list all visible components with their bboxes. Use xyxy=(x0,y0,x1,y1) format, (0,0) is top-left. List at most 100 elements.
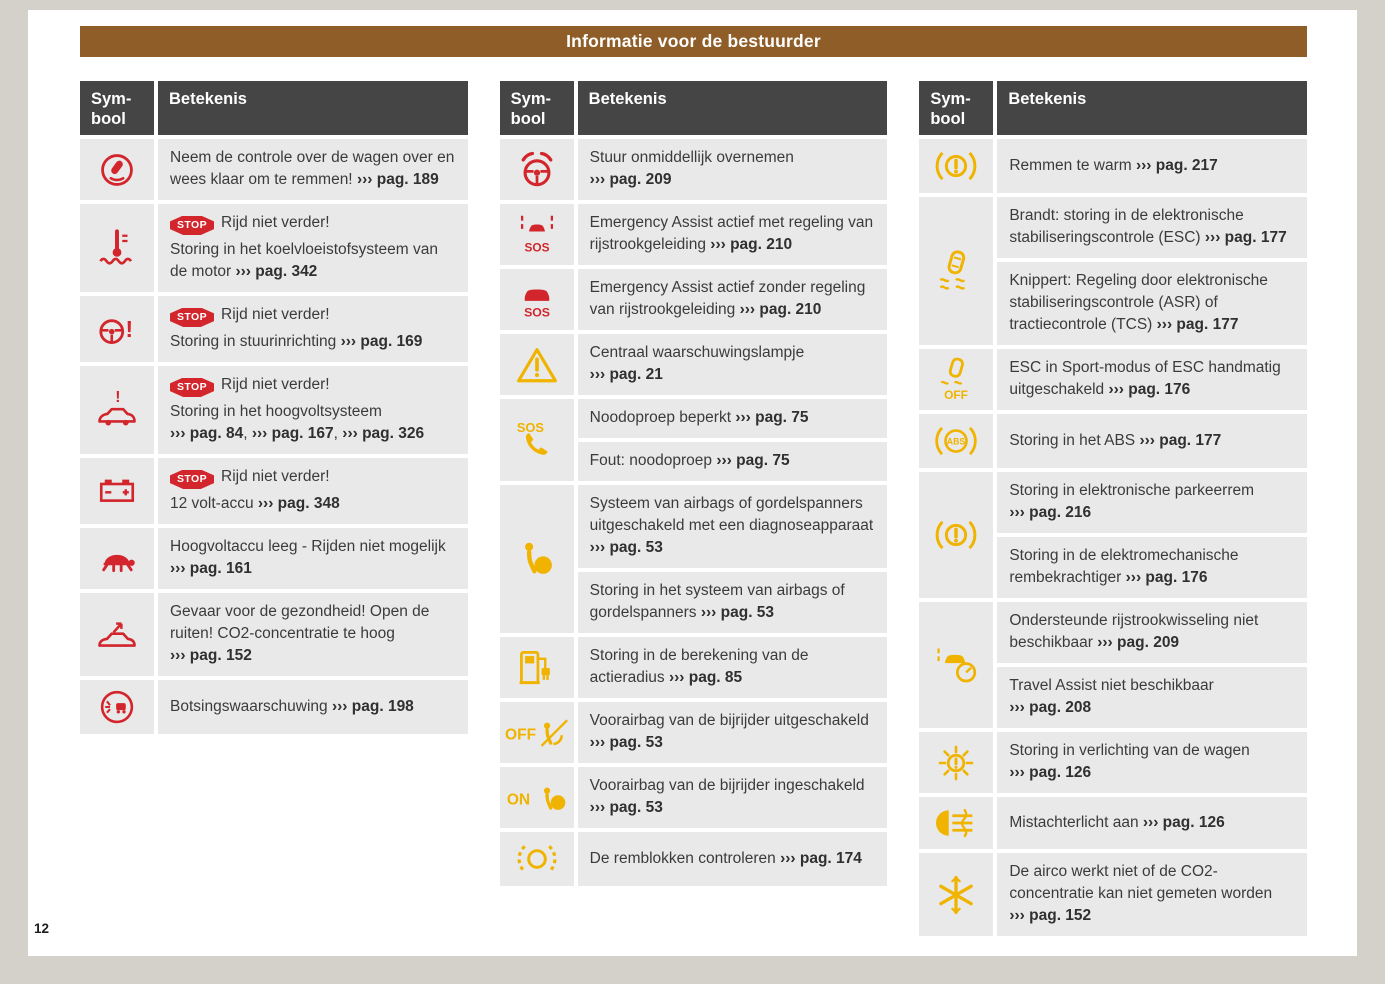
meaning-text: Storing in het hoogvoltsysteem xyxy=(170,403,382,420)
meaning-cell: Storing in elektronische parkeerrem ››› … xyxy=(997,472,1308,533)
meaning-cell: Stuur onmiddellijk overnemen ››› pag. 20… xyxy=(577,139,888,200)
page-reference[interactable]: ››› pag. 169 xyxy=(340,333,423,350)
meaning-text: Storing in elektronische parkeerrem xyxy=(1009,482,1255,499)
page-reference[interactable]: ››› pag. 209 xyxy=(1097,634,1180,651)
page-reference[interactable]: ››› pag. 176 xyxy=(1125,569,1208,586)
column-header-symbol: Sym-bool xyxy=(80,81,154,135)
symbol-row: Centraal waarschuwingslampje ››› pag. 21 xyxy=(499,334,888,395)
meaning-text: , xyxy=(333,425,343,442)
page-reference[interactable]: ››› pag. 348 xyxy=(257,495,340,512)
meaning-cells: Centraal waarschuwingslampje ››› pag. 21 xyxy=(577,334,888,395)
page-reference[interactable]: ››› pag. 208 xyxy=(1009,699,1092,716)
page-reference[interactable]: ››› pag. 75 xyxy=(735,409,809,426)
page-reference[interactable]: ››› pag. 189 xyxy=(356,171,439,188)
page-reference[interactable]: ››› pag. 198 xyxy=(331,697,414,715)
page-reference[interactable]: ››› pag. 53 xyxy=(589,799,663,816)
table-body-3: Remmen te warm ››› pag. 217 Brandt: stori… xyxy=(919,139,1308,936)
meaning-text: , xyxy=(243,425,252,442)
symbol-row: Systeem van airbags of gordelspanners ui… xyxy=(499,485,888,633)
symbol-row: Storing in elektronische parkeerrem ››› … xyxy=(919,472,1308,598)
symbol-row: Hoogvoltaccu leeg - Rijden niet mogelijk… xyxy=(80,528,468,589)
parking-brake-icon xyxy=(919,472,994,598)
page-reference[interactable]: ››› pag. 53 xyxy=(589,539,663,556)
symbol-row: STOP Rijd niet verder! Storing in het koel… xyxy=(80,204,468,292)
symbol-row: Storing in de berekening van de actierad… xyxy=(499,637,888,698)
meaning-cell: Knippert: Regeling door elektronische st… xyxy=(997,262,1308,345)
meaning-cell: Remmen te warm ››› pag. 217 xyxy=(997,139,1308,193)
meaning-text: Storing in het koelvloeistofsysteem van … xyxy=(170,241,438,280)
coolant-temperature-icon xyxy=(80,204,154,292)
page-reference[interactable]: ››› pag. 84 xyxy=(170,425,244,442)
symbol-row: STOP Rijd niet verder! 12 volt-accu ››› pa… xyxy=(80,458,468,524)
meaning-text: Mistachterlicht aan xyxy=(1009,813,1143,831)
page-reference[interactable]: ››› pag. 216 xyxy=(1009,504,1092,521)
page-reference[interactable]: ››› pag. 152 xyxy=(170,647,252,664)
brake-pads-icon xyxy=(499,832,574,886)
meaning-cell: Storing in het ABS ››› pag. 177 xyxy=(997,414,1308,468)
page-reference[interactable]: ››› pag. 177 xyxy=(1139,431,1222,449)
page-reference[interactable]: ››› pag. 53 xyxy=(589,734,663,751)
meaning-cells: Storing in de berekening van de actierad… xyxy=(577,637,888,698)
table-body-1: Neem de controle over de wagen over en w… xyxy=(80,139,468,734)
meaning-cell: STOP Rijd niet verder! Storing in het koel… xyxy=(158,204,468,292)
meaning-text: Neem de controle over de wagen over en w… xyxy=(170,149,455,188)
page-reference[interactable]: ››› pag. 75 xyxy=(716,452,790,469)
page-reference[interactable]: ››› pag. 167 xyxy=(251,425,334,442)
meaning-text: Rijd niet verder! xyxy=(221,214,330,231)
brakes-overheated-icon xyxy=(919,139,994,193)
meaning-cells: STOP Rijd niet verder! Storing in het koel… xyxy=(158,204,468,292)
symbol-row: Stuur onmiddellijk overnemen ››› pag. 20… xyxy=(499,139,888,200)
page-reference[interactable]: ››› pag. 126 xyxy=(1009,764,1092,781)
page-reference[interactable]: ››› pag. 174 xyxy=(780,849,862,867)
page-reference[interactable]: ››› pag. 176 xyxy=(1108,381,1191,398)
symbol-row: SOS Emergency Assist actief met regeling … xyxy=(499,204,888,265)
meaning-cell: Centraal waarschuwingslampje ››› pag. 21 xyxy=(577,334,888,395)
battery-12v-icon xyxy=(80,458,154,524)
turtle-icon xyxy=(80,528,154,589)
page-reference[interactable]: ››› pag. 53 xyxy=(700,604,775,621)
page-reference[interactable]: ››› pag. 209 xyxy=(589,171,672,188)
lane-change-assist-icon xyxy=(919,602,994,728)
rear-fog-light-icon xyxy=(919,797,994,849)
symbol-row: ! STOP Rijd niet verder! Storing in stuurin… xyxy=(80,296,468,362)
meaning-cell: Gevaar voor de gezondheid! Open de ruite… xyxy=(158,593,468,676)
symbol-row: Remmen te warm ››› pag. 217 xyxy=(919,139,1308,193)
meaning-cell: Brandt: storing in de elektronische stab… xyxy=(997,197,1308,258)
table-header-row: Sym-bool Betekenis xyxy=(80,81,468,135)
page-reference[interactable]: ››› pag. 326 xyxy=(342,425,425,442)
page-reference[interactable]: ››› pag. 85 xyxy=(668,669,743,686)
column-header-meaning: Betekenis xyxy=(577,81,888,135)
svg-text:SOS: SOS xyxy=(524,240,549,254)
meaning-cells: Storing in verlichting van de wagen ››› … xyxy=(997,732,1308,793)
page-reference[interactable]: ››› pag. 210 xyxy=(739,301,822,318)
table-body-2: Stuur onmiddellijk overnemen ››› pag. 20… xyxy=(499,139,888,886)
meaning-cell: Mistachterlicht aan ››› pag. 126 xyxy=(997,797,1308,849)
meaning-cells: Brandt: storing in de elektronische stab… xyxy=(997,197,1308,345)
meaning-cell: Storing in verlichting van de wagen ››› … xyxy=(997,732,1308,793)
page-reference[interactable]: ››› pag. 21 xyxy=(589,366,663,383)
page-reference[interactable]: ››› pag. 161 xyxy=(170,560,252,577)
exterior-light-fault-icon xyxy=(919,732,994,793)
sos-call-icon: SOS xyxy=(499,399,574,481)
meaning-cell: Voorairbag van de bijrijder uitgeschakel… xyxy=(577,702,888,763)
table-header-row: Sym-bool Betekenis xyxy=(919,81,1308,135)
meaning-text: Brandt: storing in de elektronische stab… xyxy=(1009,207,1244,246)
page-reference[interactable]: ››› pag. 217 xyxy=(1135,156,1218,174)
meaning-cell: Storing in de elektromechanische rembekr… xyxy=(997,537,1308,598)
page-reference[interactable]: ››› pag. 126 xyxy=(1142,813,1225,831)
meaning-cells: ESC in Sport-modus of ESC handmatig uitg… xyxy=(997,349,1308,410)
page-reference[interactable]: ››› pag. 152 xyxy=(1009,907,1092,924)
symbol-row: OFF ESC in Sport-modus of ESC handmatig u… xyxy=(919,349,1308,410)
page-reference[interactable]: ››› pag. 210 xyxy=(710,236,793,253)
meaning-text: Rijd niet verder! xyxy=(221,376,330,393)
meaning-cells: De remblokken controleren ››› pag. 174 xyxy=(577,832,888,886)
page-reference[interactable]: ››› pag. 342 xyxy=(235,263,318,280)
meaning-cells: Remmen te warm ››› pag. 217 xyxy=(997,139,1308,193)
meaning-text: Botsingswaarschuwing xyxy=(170,697,332,715)
symbol-row: Botsingswaarschuwing ››› pag. 198 xyxy=(80,680,468,734)
page-reference[interactable]: ››› pag. 177 xyxy=(1156,316,1239,333)
esc-off-icon: OFF xyxy=(919,349,994,410)
tables: Sym-bool Betekenis Neem de controle over… xyxy=(80,81,1308,936)
meaning-cell: STOP Rijd niet verder! 12 volt-accu ››› pa… xyxy=(158,458,468,524)
page-reference[interactable]: ››› pag. 177 xyxy=(1204,229,1287,246)
